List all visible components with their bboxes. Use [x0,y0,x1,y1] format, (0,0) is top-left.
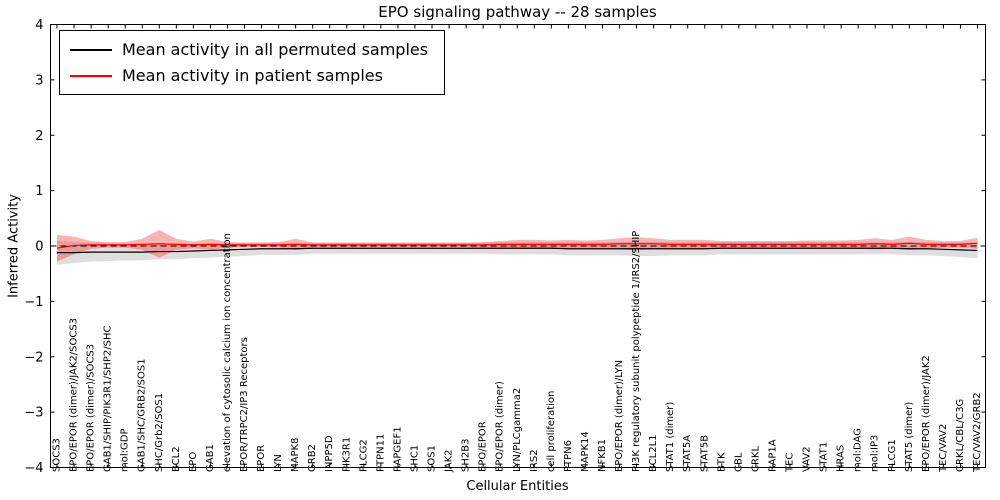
x-tick-label: VAV2 [802,446,813,472]
legend-label-permuted: Mean activity in all permuted samples [122,40,429,59]
x-tick-label: RAPGEF1 [392,426,403,472]
x-tick-label: PI3K regulatory subunit polypeptide 1/IR… [631,231,642,472]
x-tick-label: cell proliferation [546,391,557,472]
x-tick-label: NFKB1 [597,439,608,472]
x-tick-label: BCL2L1 [648,434,659,472]
x-tick-label: GRB2 [307,444,318,472]
y-tick-label: 1 [35,184,43,199]
x-tick-label: JAK2 [444,449,455,473]
legend-swatch-permuted [70,48,112,51]
legend: Mean activity in all permuted samples Me… [59,30,446,95]
y-axis-label: Inferred Activity [6,194,22,298]
patient-band [57,229,978,262]
x-tick-label: BTK [716,452,727,472]
x-tick-label: STAT5 (dimer) [904,402,915,472]
x-tick-label: EPO/EPOR (dimer) [495,381,506,472]
x-tick-label: MAPK14 [580,431,591,472]
x-tick-label: EPO/EPOR (dimer)/JAK2/SOCS3 [69,318,80,472]
x-tick-label: SHC/Grb2/SOS1 [154,393,165,472]
x-tick-label: EPO/EPOR (dimer)/SOCS3 [86,344,97,472]
legend-item-patient: Mean activity in patient samples [70,66,428,85]
legend-item-permuted: Mean activity in all permuted samples [70,40,428,59]
x-tick-label: STAT1 (dimer) [665,402,676,472]
x-tick-label: TEC/VAV2/GRB2 [972,392,983,473]
legend-label-patient: Mean activity in patient samples [122,66,383,85]
x-tick-label: STAT1 [819,442,830,472]
x-tick-label: STAT5A [682,435,693,472]
x-tick-label: GAB1/SHC/GRB2/SOS1 [137,358,148,472]
x-tick-label: TEC/VAV2 [938,424,949,473]
x-tick-label: BCL2 [171,446,182,472]
x-tick-label: EPOR/TRPC2/IP3 Receptors [239,337,250,472]
x-tick-label: CRKL [750,446,761,472]
y-tick-label: 3 [35,73,43,88]
x-tick-label: LYN/PLCgamma2 [512,388,523,472]
x-tick-label: EPO [188,452,199,472]
y-tick-label: 2 [35,129,43,144]
x-tick-label: mol:GDP [120,429,131,473]
x-tick-label: mol:IP3 [870,435,881,472]
legend-swatch-patient [70,74,112,77]
x-tick-label: MAPK8 [290,438,301,472]
y-tick-label: 0 [35,240,43,255]
x-tick-label: CRKL/CBL/C3G [955,399,966,472]
x-tick-label: SOCS3 [52,438,63,472]
x-tick-label: PTPN6 [563,440,574,472]
x-tick-label: SOS1 [427,445,438,472]
x-tick-label: GAB1/SHIP/PIK3R1/SHP2/SHC [103,326,114,472]
x-tick-label: SH2B3 [461,439,472,472]
x-tick-label: IRS2 [529,449,540,472]
x-tick-label: TEC [784,453,795,473]
permuted-band [57,240,978,265]
x-tick-label: EPO/EPOR (dimer)/LYN [614,360,625,472]
permuted-mean-line [57,247,978,254]
y-tick-label: 4 [35,18,43,33]
x-tick-label: SHC1 [409,445,420,472]
chart-title: EPO signaling pathway -- 28 samples [378,3,657,21]
x-tick-label: PLCG1 [887,439,898,472]
x-tick-label: elevation of cytosolic calcium ion conce… [222,233,233,472]
x-tick-label: PLCG2 [358,439,369,472]
x-tick-label: LYN [273,454,284,472]
x-axis-label: Cellular Entities [466,479,569,494]
x-tick-label: HRAS [836,445,847,472]
x-tick-label: INPP5D [324,435,335,472]
x-tick-label: EPO/EPOR (dimer)/JAK2 [921,355,932,472]
x-tick-label: PIK3R1 [341,437,352,472]
x-tick-label: RAP1A [767,439,778,472]
x-tick-label: STAT5B [699,435,710,472]
x-tick-label: PTPN11 [375,434,386,472]
x-tick-label: GAB1 [205,444,216,472]
y-tick-label: −4 [24,461,43,476]
patient-mean-line [56,242,978,249]
x-tick-label: EPOR [256,445,267,472]
x-tick-label: CBL [733,452,744,472]
y-tick-label: −2 [24,350,43,365]
x-tick-label: EPO/EPOR [478,421,489,472]
x-tick-label: mol:DAG [853,428,864,472]
y-tick-label: −3 [24,406,43,421]
y-tick-label: −1 [24,295,43,310]
